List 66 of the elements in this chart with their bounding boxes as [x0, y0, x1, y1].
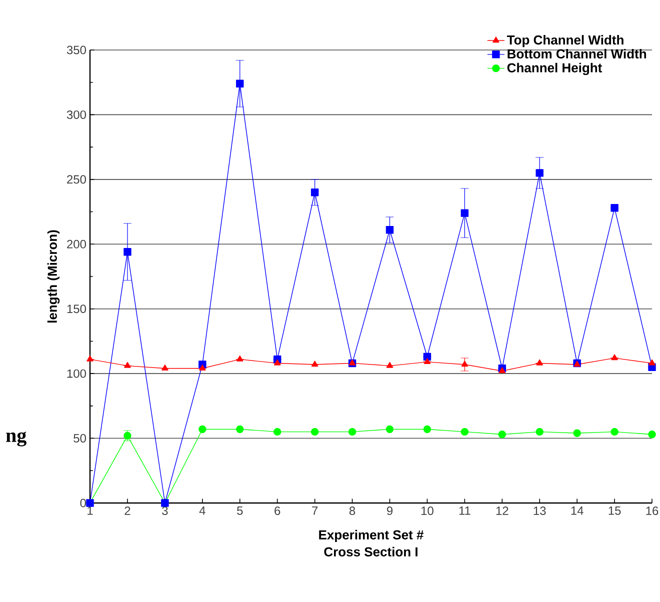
- x-tick-label: 16: [646, 506, 658, 516]
- point: [310, 188, 319, 196]
- x-tick-label: 1: [88, 506, 93, 515]
- x-tick-label: 14: [571, 506, 584, 515]
- y-tick-label: 350: [66, 46, 86, 54]
- point: [460, 428, 469, 436]
- point: [236, 80, 244, 88]
- point: [198, 425, 206, 434]
- text: Cross Section I: [324, 546, 418, 556]
- y-tick-label: 250: [67, 175, 86, 184]
- y-tick-label: 200: [67, 240, 86, 248]
- point: [423, 352, 432, 361]
- point: [424, 358, 431, 364]
- y-tick-label: 150: [67, 304, 86, 314]
- x-tick-label: 5: [237, 506, 243, 515]
- y-tick-label: 100: [67, 369, 86, 378]
- y-tick-label: 300: [66, 110, 86, 119]
- x-tick-label: 2: [124, 506, 130, 515]
- x-tick-label: 10: [421, 506, 434, 516]
- point: [461, 360, 468, 367]
- point: [498, 367, 506, 374]
- text: ng: [6, 432, 26, 446]
- point: [610, 428, 618, 436]
- point: [86, 355, 94, 362]
- point: [274, 359, 281, 366]
- point: [310, 428, 319, 436]
- point: [236, 355, 244, 362]
- point: [124, 362, 131, 368]
- x-tick-label: 9: [386, 506, 393, 516]
- point: [423, 425, 432, 434]
- point: [460, 209, 469, 217]
- point: [311, 360, 318, 367]
- point: [386, 226, 394, 234]
- point: [611, 354, 618, 360]
- point: [536, 169, 544, 177]
- x-tick-label: 11: [459, 506, 470, 515]
- x-tick-label: 4: [199, 506, 206, 515]
- point: [498, 430, 506, 438]
- x-axis-title: Experiment Set #: [319, 530, 424, 542]
- x-tick-label: 8: [349, 506, 356, 516]
- point: [648, 430, 656, 438]
- legend-label: Bottom Channel Width: [508, 48, 646, 58]
- point: [348, 428, 356, 436]
- point: [236, 425, 244, 434]
- y-axis-title: length (Micron): [47, 230, 60, 323]
- point: [573, 429, 581, 437]
- x-tick-label: 15: [608, 506, 621, 515]
- x-tick-label: 6: [274, 506, 280, 516]
- point: [648, 359, 656, 366]
- point: [273, 428, 282, 436]
- x-tick-label: 12: [496, 506, 508, 515]
- y-tick-label: 0: [80, 498, 86, 508]
- legend-label: Top Channel Width: [506, 35, 624, 48]
- y-tick-label: 50: [74, 434, 86, 443]
- x-tick-label: 3: [162, 506, 168, 516]
- legend-label: Channel Height: [507, 62, 602, 76]
- point: [199, 364, 206, 370]
- point: [124, 248, 132, 256]
- point: [386, 362, 394, 368]
- point: [610, 204, 618, 212]
- point: [536, 428, 544, 436]
- x-tick-label: 13: [534, 506, 546, 516]
- point: [162, 364, 168, 370]
- x-tick-label: 7: [312, 506, 318, 515]
- point: [386, 425, 394, 434]
- point: [536, 359, 543, 366]
